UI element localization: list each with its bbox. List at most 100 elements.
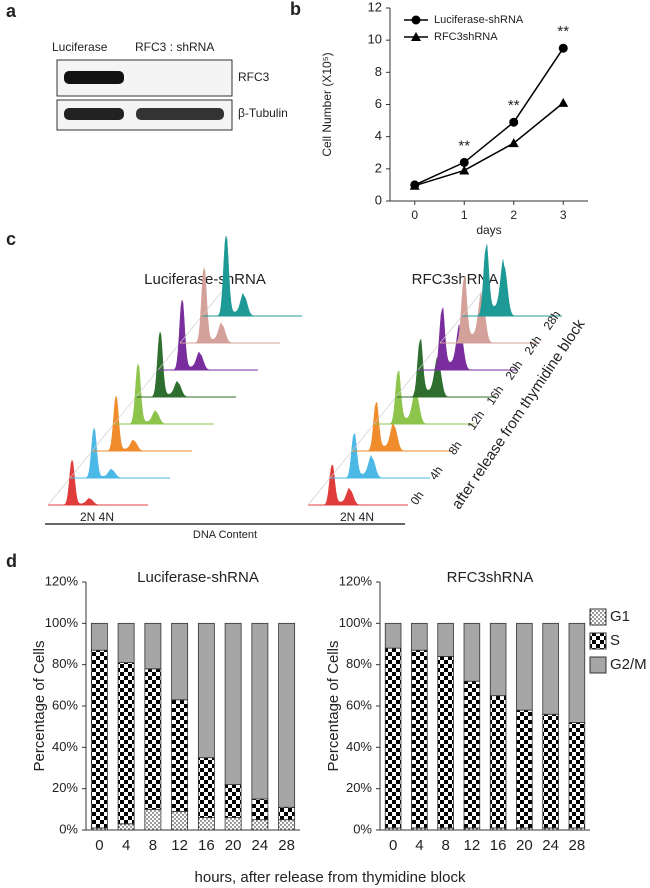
y-tick-label: 0% [59,821,78,836]
bar-segment [251,622,269,800]
x-tick-label: 12 [171,837,188,854]
panel-label: b [290,0,301,19]
panel-label: d [6,551,17,571]
ploidy-label: 2N 4N [80,510,114,524]
marker [558,97,569,107]
bar-segment [171,699,189,812]
bar-segment [251,798,269,821]
bar-segment [171,622,189,701]
bar-segment [516,709,533,829]
histogram-peak [446,275,506,344]
time-label: 28h [541,308,564,332]
histogram-peak [336,433,396,479]
y-tick-label: 60% [52,697,78,712]
ploidy-label: 2N 4N [340,510,374,524]
x-tick-label: 24 [542,837,559,854]
y-tick-label: 40% [52,739,78,754]
x-tick-label: 20 [225,837,242,854]
x-tick-label: 24 [252,837,269,854]
bar-segment [384,647,402,829]
histogram-peak [120,363,180,425]
bar-segment [117,823,135,831]
histogram-peak [98,395,158,452]
x-axis-label: DNA Content [193,529,257,541]
bar-segment [197,817,215,831]
time-label: 24h [522,333,545,357]
histogram-peak [54,459,114,506]
floor-line [351,423,375,452]
annotation: ** [557,23,569,40]
histogram-peak [380,370,440,425]
histogram-peak [142,331,202,398]
bar-segment [144,668,162,810]
annotation: ** [458,137,470,154]
lane-label: Luciferase [52,40,108,54]
floor-line [69,450,93,479]
bar-segment [568,722,586,829]
x-tick-label: 12 [464,837,481,854]
floor-line [373,396,397,425]
y-axis-label: Cell Number (X10⁵) [320,52,334,156]
y-tick-label: 120% [45,573,79,588]
panel-label: c [6,229,16,249]
bar-segment [489,695,507,829]
bar-segment [463,680,481,829]
line [414,47,564,186]
y-tick-label: 0% [353,821,372,836]
time-label: 4h [427,464,446,483]
x-tick-label: 2 [510,208,517,222]
x-tick-label: 28 [569,837,586,854]
bar-segment [516,622,533,711]
legend-label: RFC3shRNA [434,31,498,43]
bar-segment [411,649,428,829]
histogram-peak [208,235,268,317]
bar-segment [542,622,559,715]
y-tick-label: 100% [45,615,79,630]
x-axis-label: hours, after release from thymidine bloc… [195,869,466,886]
bar-segment [278,806,296,821]
bar-segment [384,622,402,649]
histogram-peak [424,307,484,371]
time-label: 20h [503,358,526,382]
histograms [47,235,562,506]
marker [508,138,519,148]
y-tick-label: 100% [339,615,373,630]
y-tick-label: 4 [375,128,382,143]
bar-segment [278,819,296,831]
annotation: ** [508,97,520,114]
y-axis-label: Percentage of Cells [31,641,48,772]
y-tick-label: 12 [368,0,382,14]
y-tick-label: 20% [52,780,78,795]
y-tick-label: 80% [52,656,78,671]
bar-segment [144,622,162,670]
marker [459,165,470,175]
floor-line [461,288,485,317]
legend-marker [411,32,421,41]
histogram-title: RFC3shRNA [412,271,499,288]
chart-title: Luciferase-shRNA [137,569,259,586]
blot-band [64,71,124,84]
x-tick-label: 20 [516,837,533,854]
x-tick-label: 0 [411,208,418,222]
legend-swatch [589,656,607,674]
bar-segment [197,622,215,759]
floor-line [135,369,159,398]
marker [509,117,519,127]
x-tick-label: 28 [278,837,295,854]
histogram-peak [468,244,528,317]
y-tick-label: 0 [375,192,382,207]
band-label: RFC3 [238,70,270,84]
bar-segment [144,808,162,831]
y-axis-label: Percentage of Cells [325,641,342,772]
legend-label: G1 [610,608,630,625]
x-tick-label: 0 [95,837,103,854]
floor-line [91,423,115,452]
x-tick-label: 4 [415,837,423,854]
legend-swatch [589,608,607,626]
bar-segment [90,622,108,651]
bar-segment [224,784,242,818]
chart-title: RFC3shRNA [447,569,534,586]
bar-segment [117,662,135,825]
x-tick-label: 4 [122,837,130,854]
